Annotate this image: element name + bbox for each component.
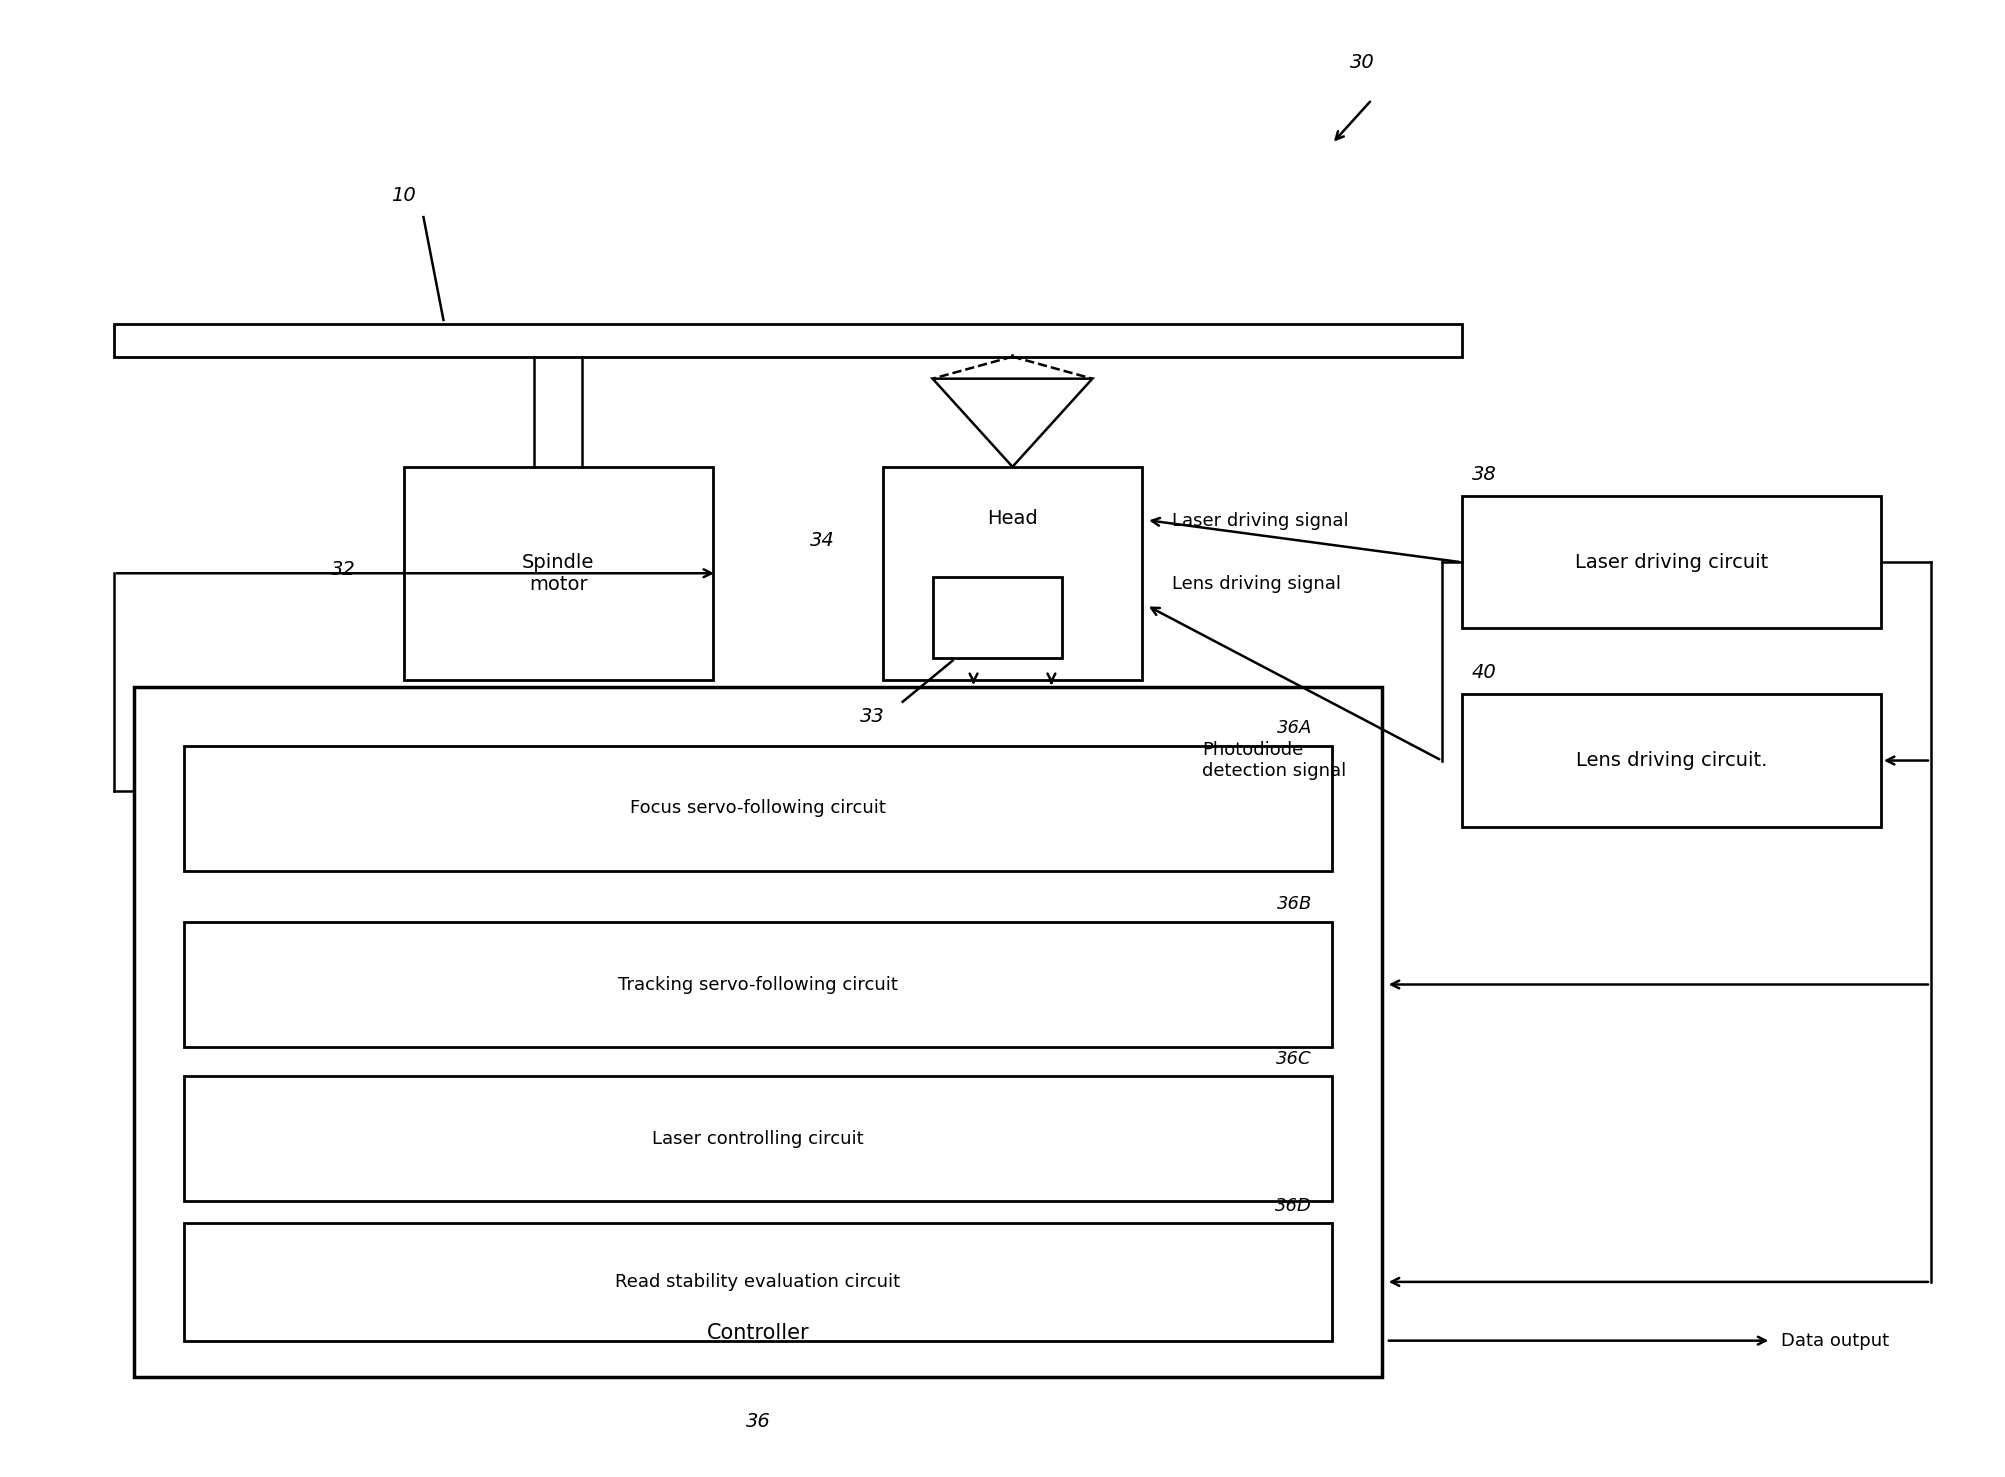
Text: 38: 38 <box>1472 465 1496 483</box>
Text: 33: 33 <box>860 707 884 727</box>
Text: Laser driving signal: Laser driving signal <box>1173 513 1349 530</box>
Bar <box>1462 496 1881 628</box>
Text: 36D: 36D <box>1275 1196 1311 1214</box>
Bar <box>1462 694 1881 827</box>
Bar <box>114 325 1462 356</box>
Text: 36: 36 <box>746 1412 770 1431</box>
Bar <box>882 467 1143 679</box>
Text: Laser driving circuit: Laser driving circuit <box>1574 552 1768 572</box>
Text: 10: 10 <box>391 186 415 205</box>
Text: Lens driving signal: Lens driving signal <box>1173 575 1341 594</box>
Text: Head: Head <box>986 508 1039 527</box>
Text: Tracking servo-following circuit: Tracking servo-following circuit <box>618 975 898 994</box>
Bar <box>184 1077 1331 1201</box>
Text: 36B: 36B <box>1277 895 1311 913</box>
Bar <box>184 1223 1331 1341</box>
Text: Read stability evaluation circuit: Read stability evaluation circuit <box>616 1273 900 1291</box>
Text: Laser controlling circuit: Laser controlling circuit <box>652 1130 864 1148</box>
Text: 30: 30 <box>1349 53 1373 72</box>
Text: 34: 34 <box>810 530 836 549</box>
Text: 36C: 36C <box>1277 1050 1311 1068</box>
Text: Spindle
motor: Spindle motor <box>521 552 593 594</box>
Text: 32: 32 <box>331 560 357 579</box>
Bar <box>403 467 714 679</box>
Text: 40: 40 <box>1472 663 1496 682</box>
Text: Lens driving circuit.: Lens driving circuit. <box>1576 750 1766 770</box>
Text: 36A: 36A <box>1277 719 1311 737</box>
Text: Photodiode
detection signal: Photodiode detection signal <box>1203 741 1347 780</box>
Bar <box>184 746 1331 870</box>
Bar <box>932 578 1063 657</box>
Text: Data output: Data output <box>1780 1332 1889 1350</box>
Text: Focus servo-following circuit: Focus servo-following circuit <box>630 799 886 817</box>
Text: Controller: Controller <box>706 1323 810 1343</box>
Bar <box>184 922 1331 1047</box>
Bar <box>134 687 1381 1378</box>
